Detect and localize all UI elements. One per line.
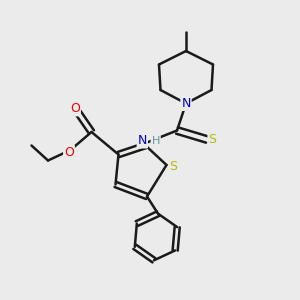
Text: S: S bbox=[169, 160, 177, 173]
Text: S: S bbox=[208, 133, 216, 146]
Text: N: N bbox=[181, 97, 191, 110]
Text: N: N bbox=[138, 134, 147, 148]
Text: O: O bbox=[70, 102, 80, 116]
Text: O: O bbox=[64, 146, 74, 159]
Text: H: H bbox=[152, 136, 160, 146]
